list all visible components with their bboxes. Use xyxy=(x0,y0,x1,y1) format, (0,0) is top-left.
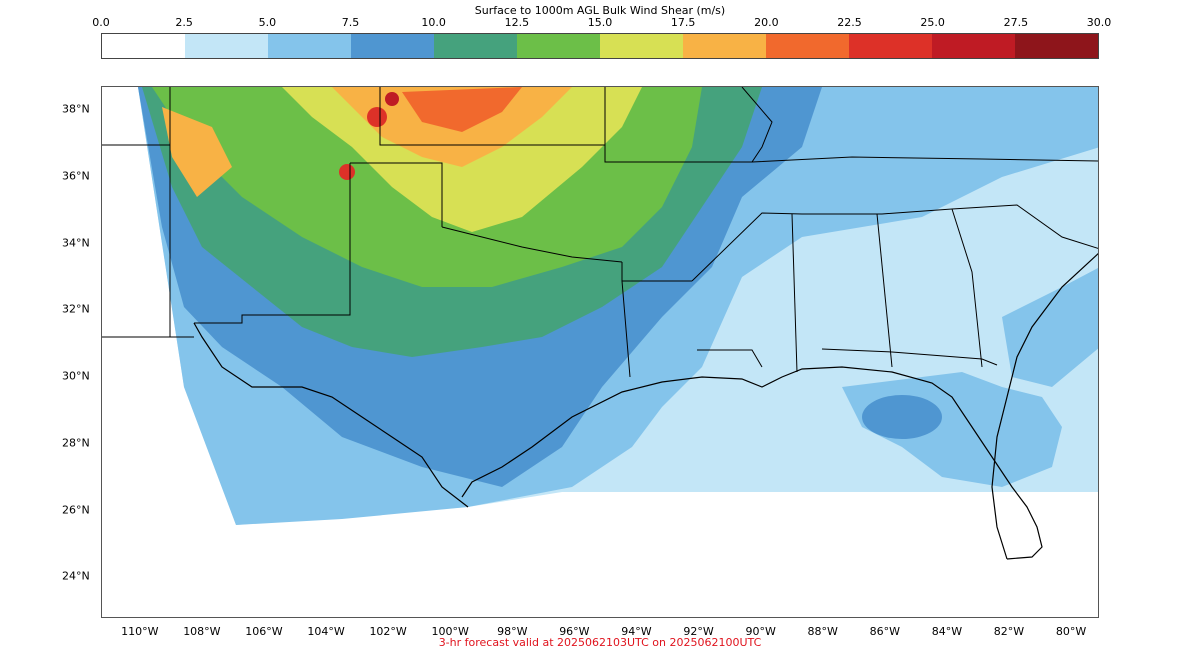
shading-orange-west xyxy=(162,107,232,197)
colorbar-swatch xyxy=(185,34,268,58)
state-boundaries xyxy=(102,87,1098,378)
colorbar-tick-label: 0.0 xyxy=(92,16,110,29)
colorbar xyxy=(101,33,1099,59)
shading-red-cell xyxy=(367,107,387,127)
longitude-label: 110°W xyxy=(121,625,159,638)
colorbar-swatch xyxy=(932,34,1015,58)
colorbar-swatch xyxy=(766,34,849,58)
colorbar-swatch xyxy=(434,34,517,58)
colorbar-tick-label: 15.0 xyxy=(587,16,613,29)
colorbar-swatch xyxy=(1015,34,1098,58)
colorbar-swatch xyxy=(268,34,351,58)
shading-red-cell xyxy=(385,92,399,106)
colorbar-tick-label: 22.5 xyxy=(837,16,862,29)
shading-east-blue xyxy=(1002,268,1098,387)
colorbar-swatch xyxy=(849,34,932,58)
latitude-label: 28°N xyxy=(62,436,90,450)
longitude-label: 100°W xyxy=(431,625,469,638)
latitude-label: 30°N xyxy=(62,369,90,383)
shading-red-orange xyxy=(402,87,522,132)
latitude-label: 24°N xyxy=(62,569,90,583)
longitude-label: 86°W xyxy=(869,625,900,638)
colorbar-swatch xyxy=(683,34,766,58)
colorbar-tick-label: 5.0 xyxy=(258,16,277,29)
longitude-label: 80°W xyxy=(1055,625,1087,638)
shading-gulf-dark xyxy=(862,395,942,439)
colorbar-tick-label: 7.5 xyxy=(341,16,360,29)
colorbar-tick-label: 27.5 xyxy=(1003,16,1029,29)
coastline xyxy=(193,253,1098,560)
longitude-label: 84°W xyxy=(931,625,963,638)
longitude-label: 102°W xyxy=(369,625,407,638)
colorbar-swatch xyxy=(102,34,185,58)
longitude-label: 94°W xyxy=(621,625,652,638)
latitude-label: 38°N xyxy=(62,102,90,116)
colorbar-tick-label: 17.5 xyxy=(670,16,696,29)
colorbar-tick-label: 12.5 xyxy=(504,16,530,29)
colorbar-tick-label: 10.0 xyxy=(421,16,446,29)
longitude-label: 96°W xyxy=(559,625,590,638)
colorbar-tick-label: 20.0 xyxy=(754,16,779,29)
latitude-label: 34°N xyxy=(62,236,90,250)
latitude-label: 26°N xyxy=(62,503,90,517)
wind-shear-map xyxy=(102,87,1098,560)
colorbar-tick-label: 2.5 xyxy=(175,16,193,29)
colorbar-tick-label: 30.0 xyxy=(1086,16,1112,29)
colorbar-tick-label: 25.0 xyxy=(920,16,945,29)
longitude-label: 88°W xyxy=(807,625,838,638)
latitude-label: 32°N xyxy=(62,302,90,316)
longitude-label: 82°W xyxy=(993,625,1025,638)
longitude-label: 108°W xyxy=(183,625,221,638)
colorbar-swatch xyxy=(600,34,683,58)
longitude-label: 90°W xyxy=(745,625,776,638)
shading-red-cell xyxy=(339,164,355,180)
colorbar-swatch xyxy=(351,34,434,58)
longitude-label: 98°W xyxy=(497,625,528,638)
longitude-label: 106°W xyxy=(245,625,283,638)
latitude-label: 36°N xyxy=(62,169,90,183)
forecast-valid-text: 3-hr forecast valid at 2025062103UTC on … xyxy=(438,636,762,649)
longitude-label: 104°W xyxy=(307,625,345,638)
colorbar-swatch xyxy=(517,34,600,58)
longitude-label: 92°W xyxy=(683,625,714,638)
colorbar-title: Surface to 1000m AGL Bulk Wind Shear (m/… xyxy=(474,4,726,17)
map-panel xyxy=(101,86,1099,618)
